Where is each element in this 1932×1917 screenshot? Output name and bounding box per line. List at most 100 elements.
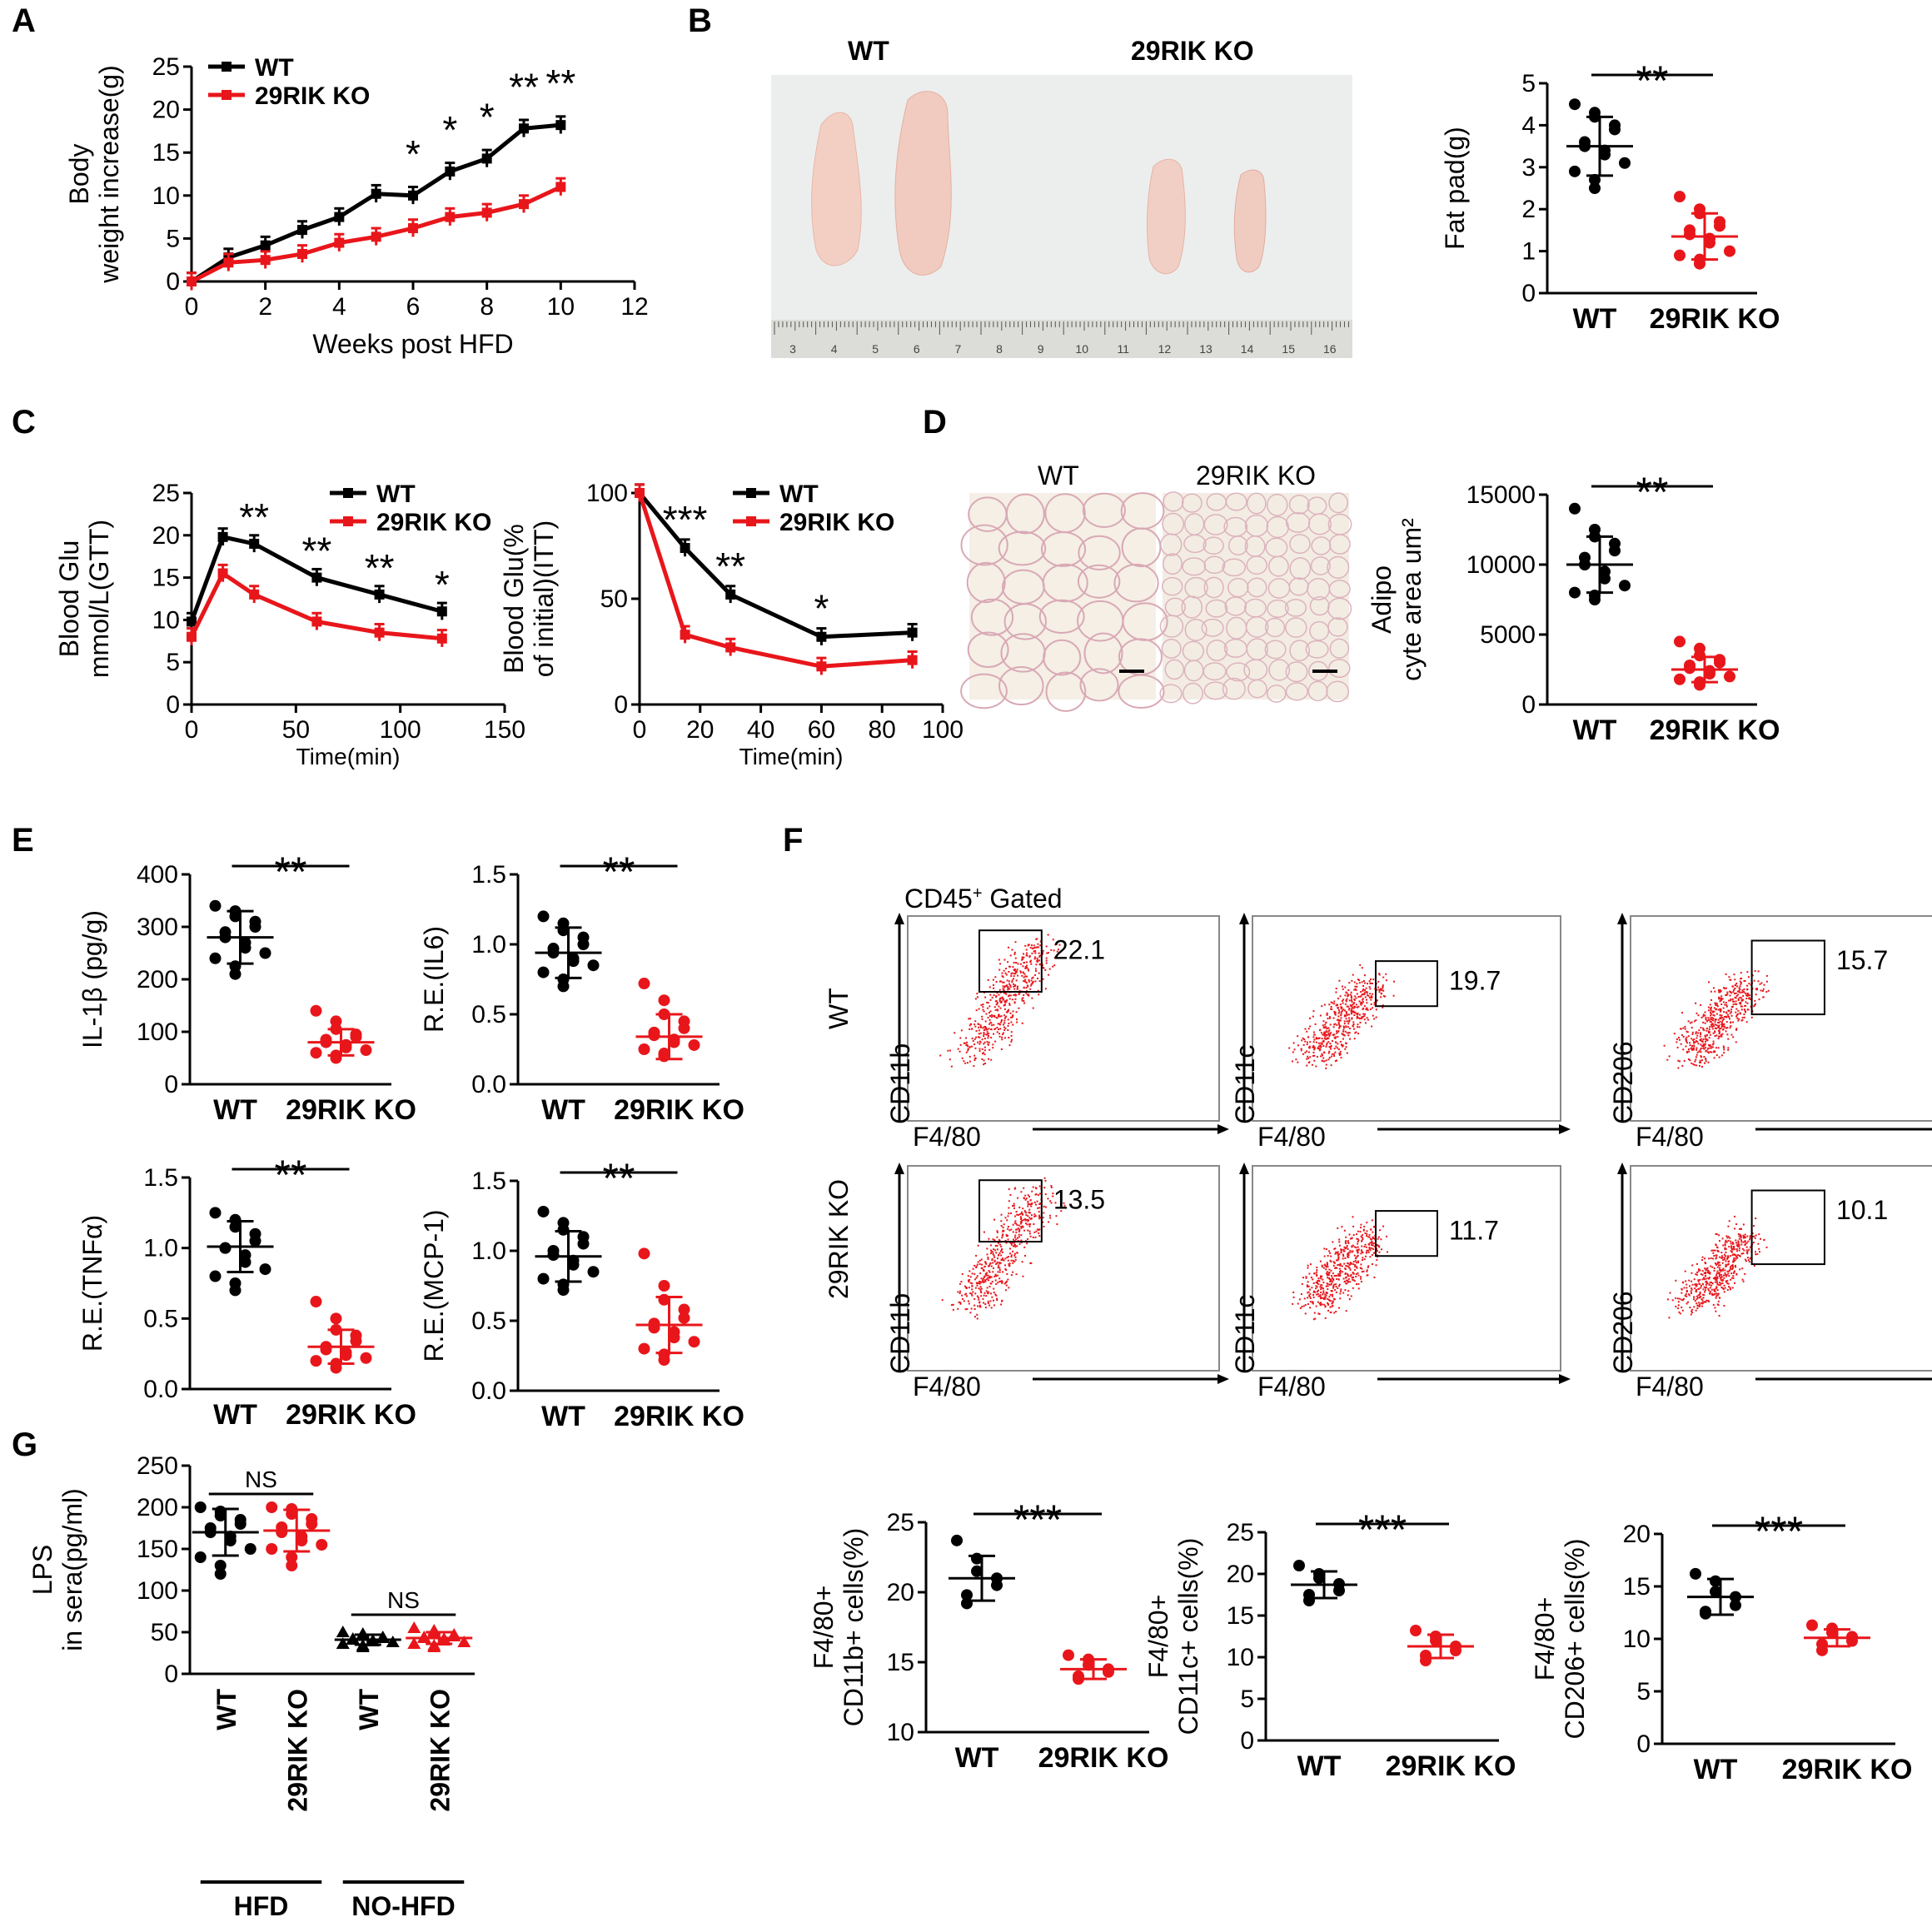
significance-star: *	[406, 132, 421, 176]
flow-event	[980, 1277, 983, 1280]
flow-event	[1718, 1314, 1720, 1317]
data-point	[320, 1343, 332, 1356]
gate-title: CD45+ Gated	[904, 884, 1063, 914]
flow-event	[1723, 1305, 1725, 1307]
flow-event	[996, 1244, 998, 1247]
flow-event	[1372, 1252, 1375, 1254]
flow-event	[1705, 1029, 1708, 1032]
flow-event	[1738, 987, 1740, 989]
flow-event	[1711, 1046, 1714, 1048]
adipocyte-cell	[1289, 640, 1311, 662]
flow-event	[1357, 1254, 1359, 1257]
flow-event	[1343, 1262, 1346, 1265]
flow-event	[1704, 1022, 1706, 1024]
flow-event	[1694, 1287, 1696, 1290]
data-point	[350, 1335, 362, 1347]
flow-event	[1032, 1236, 1034, 1238]
data-point	[1303, 1595, 1315, 1606]
flow-event	[983, 1231, 985, 1233]
flow-event	[1334, 1023, 1337, 1025]
flow-event	[1035, 963, 1038, 966]
y-axis-label: CD206+ cells(%)	[1560, 1539, 1590, 1740]
flow-event	[1715, 1013, 1718, 1015]
flow-event	[1709, 1281, 1711, 1283]
flow-event	[961, 1272, 964, 1275]
flow-event	[1695, 1040, 1697, 1043]
flow-event	[1734, 1259, 1736, 1262]
flow-event	[990, 1252, 993, 1255]
flow-event	[1329, 1306, 1332, 1308]
flow-event	[986, 1247, 988, 1250]
flow-event	[983, 1049, 986, 1052]
flow-event	[1338, 1273, 1341, 1276]
flow-event	[1027, 1220, 1029, 1222]
flow-event	[978, 1036, 981, 1038]
flow-event	[1349, 1038, 1352, 1040]
flow-event	[1345, 1018, 1347, 1020]
y-tick-label: 20	[1227, 1561, 1254, 1588]
flow-event	[999, 963, 1002, 965]
flow-event	[1035, 938, 1038, 940]
flow-event	[1740, 1241, 1743, 1243]
flow-event	[1367, 994, 1369, 997]
y-axis-label: Body	[64, 144, 94, 205]
flow-event	[1325, 1026, 1327, 1028]
flow-event	[1725, 1260, 1727, 1262]
ruler-number: 7	[955, 342, 962, 356]
flow-event	[1355, 1275, 1357, 1277]
flow-event	[1744, 1272, 1746, 1275]
flow-event	[1003, 1014, 1006, 1017]
adipocyte-cell	[1247, 577, 1267, 598]
flow-event	[1763, 1238, 1765, 1241]
flow-event	[1379, 988, 1382, 990]
flow-event	[1306, 1285, 1308, 1287]
data-point	[427, 1641, 441, 1652]
flow-event	[987, 1300, 989, 1302]
flow-event	[1702, 1043, 1705, 1046]
flow-event	[1701, 1273, 1704, 1276]
flow-event	[1324, 1031, 1327, 1033]
flow-event	[1358, 1000, 1361, 1003]
flow-event	[1675, 1306, 1677, 1308]
flow-event	[1325, 1248, 1327, 1251]
flow-event	[1038, 1216, 1040, 1218]
flow-event	[1737, 1009, 1740, 1012]
flow-event	[996, 1230, 998, 1232]
flow-event	[1307, 1057, 1310, 1059]
x-category-label: 29RIK KO	[1038, 1742, 1169, 1774]
flow-event	[1356, 985, 1358, 988]
flow-event	[1684, 1270, 1686, 1272]
flow-event	[975, 1277, 978, 1279]
flow-event	[1063, 1204, 1066, 1207]
flow-event	[1006, 999, 1008, 1002]
flow-event	[968, 1046, 971, 1048]
flow-event	[1020, 1226, 1023, 1228]
data-point	[297, 248, 307, 259]
flow-event	[1719, 1256, 1721, 1258]
flow-event	[1333, 1247, 1336, 1250]
flow-event	[1334, 1289, 1337, 1292]
flow-event	[998, 1005, 1000, 1008]
flow-event	[1048, 968, 1051, 970]
flow-event	[1349, 1028, 1352, 1030]
flow-event	[1023, 1198, 1025, 1200]
data-point	[638, 1043, 650, 1055]
panel-letter-c: C	[12, 404, 36, 441]
flow-event	[1734, 1227, 1736, 1230]
flow-event	[1723, 1274, 1725, 1277]
legend-label: WT	[779, 480, 819, 508]
flow-event	[1346, 1052, 1348, 1054]
flow-event	[1730, 1278, 1732, 1281]
flow-event	[1361, 1239, 1363, 1242]
data-point	[1569, 586, 1581, 599]
flow-y-label: CD11c	[1230, 1045, 1260, 1124]
flow-event	[1337, 1023, 1340, 1025]
flow-event	[1028, 1230, 1031, 1232]
flow-event	[1362, 989, 1364, 992]
flow-event	[1319, 1275, 1322, 1277]
flow-event	[972, 1267, 974, 1270]
flow-event	[1752, 1225, 1755, 1227]
data-point	[537, 1205, 550, 1217]
flow-event	[983, 1281, 985, 1283]
flow-event	[1320, 1277, 1322, 1280]
